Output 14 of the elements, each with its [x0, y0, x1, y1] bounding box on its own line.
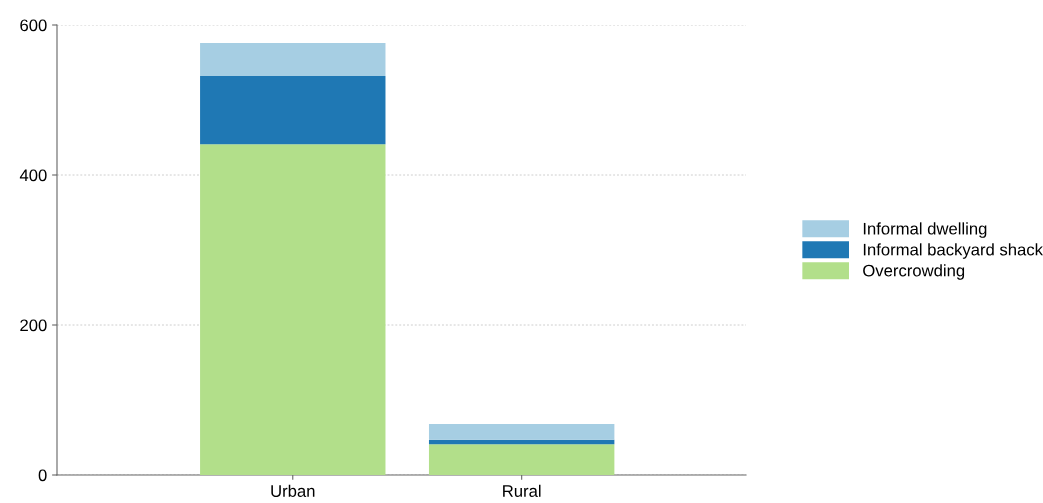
legend-label: Informal backyard shack — [863, 243, 1043, 259]
y-tick-label: 400 — [19, 169, 47, 182]
bar — [200, 43, 386, 76]
y-tick-label: 0 — [38, 469, 47, 482]
bar — [428, 444, 615, 475]
bar — [200, 76, 386, 145]
legend-label: Informal dwelling — [863, 222, 987, 238]
legend-label: Overcrowding — [863, 264, 965, 280]
x-tick-label: Urban — [271, 484, 315, 497]
y-tick-label: 600 — [20, 19, 47, 32]
bar — [200, 144, 386, 475]
bar — [428, 424, 615, 440]
x-tick-label: Rural — [503, 484, 541, 497]
y-tick-label: 200 — [20, 319, 47, 332]
